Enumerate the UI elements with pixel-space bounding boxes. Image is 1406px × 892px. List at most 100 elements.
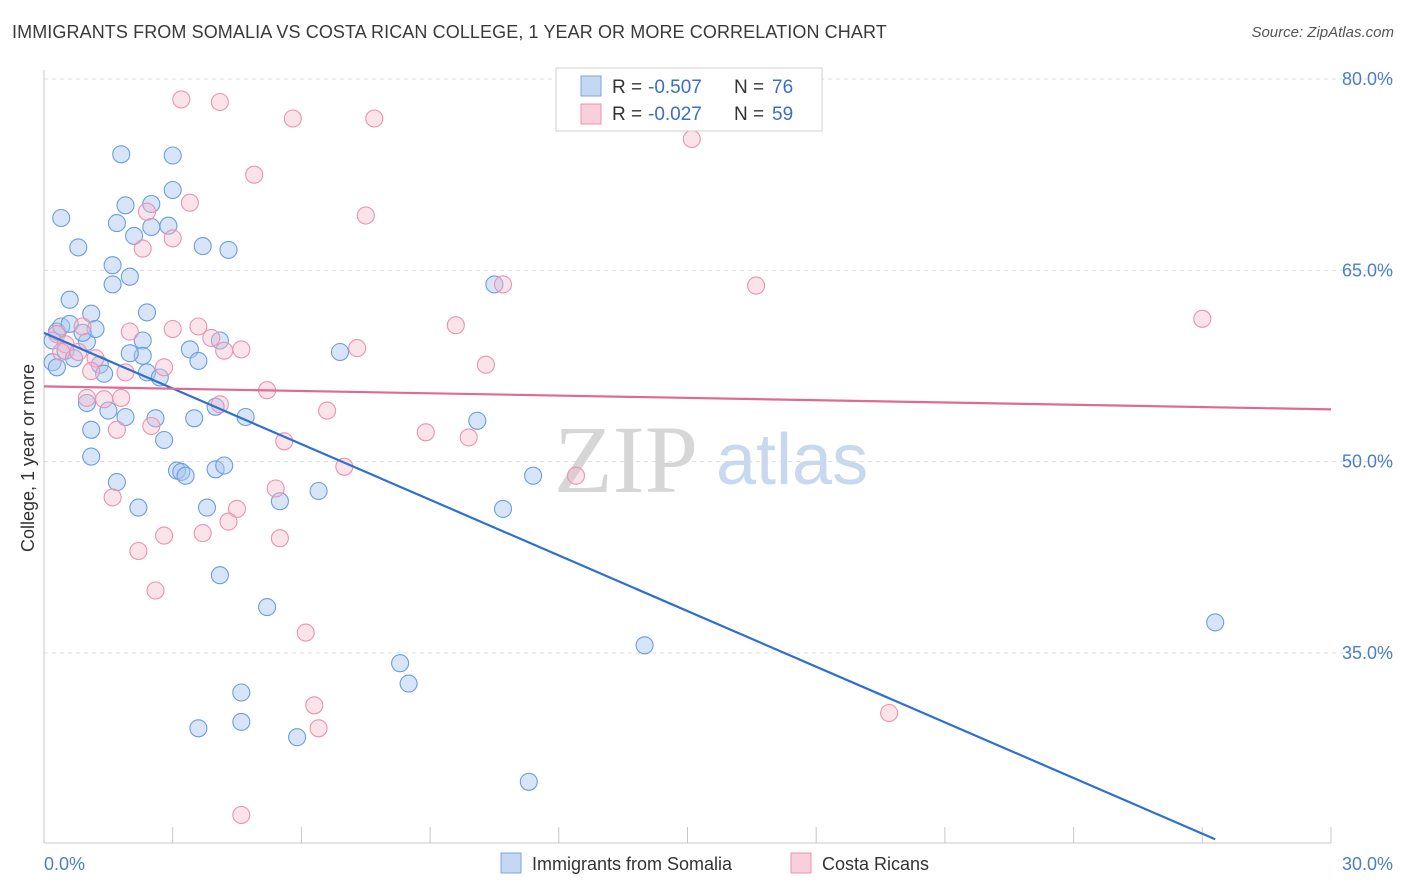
costa-rican-point-43 (566, 466, 586, 485)
somalia-point-26 (163, 146, 182, 165)
somalia-point-58 (524, 466, 543, 485)
costa-rican-point-13 (1193, 309, 1212, 328)
somalia-point-5 (69, 238, 88, 257)
somalia-point-17 (107, 214, 126, 233)
costa-rican-point-47 (155, 526, 174, 545)
legend-n-label-1: N = (734, 104, 764, 125)
costa-rican-point-26 (446, 316, 465, 335)
costa-rican-point-25 (348, 339, 367, 358)
somalia-point-29 (193, 237, 212, 256)
costa-rican-point-39 (275, 432, 294, 451)
somalia-point-30 (219, 240, 238, 259)
somalia-point-23 (133, 331, 152, 350)
y-tick-labels: 35.0% 50.0% 65.0% 80.0% (1342, 69, 1393, 663)
costa-rican-point-35 (210, 395, 229, 414)
somalia-point-70 (1206, 613, 1225, 632)
bottom-legend-label-costa-rican: Costa Ricans (822, 854, 929, 874)
costa-rican-point-15 (73, 317, 92, 336)
costa-rican-trend-line (43, 385, 1332, 411)
somalia-point-57 (493, 499, 513, 518)
grid-lines (44, 78, 1392, 654)
somalia-point-73 (73, 323, 92, 342)
legend-swatch-somalia (580, 75, 602, 97)
watermark: ZIP atlas (554, 406, 868, 513)
somalia-point-47 (185, 409, 204, 428)
bottom-legend-swatch-somalia (500, 852, 522, 874)
y-tick-label-2: 65.0% (1342, 260, 1393, 280)
somalia-point-66 (391, 654, 410, 673)
costa-rican-point-3 (365, 109, 384, 128)
costa-rican-point-27 (476, 355, 495, 374)
costa-rican-point-12 (747, 276, 766, 295)
costa-rican-point-24 (232, 340, 251, 359)
somalia-point-45 (206, 460, 225, 479)
somalia-point-7 (60, 290, 79, 309)
costa-rican-point-10 (682, 129, 701, 149)
chart-title: IMMIGRANTS FROM SOMALIA VS COSTA RICAN C… (12, 22, 887, 42)
somalia-point-38 (82, 447, 101, 466)
somalia-point-27 (163, 180, 182, 200)
costa-rican-point-36 (318, 401, 337, 420)
somalia-point-69 (635, 636, 654, 655)
costa-rican-point-2 (283, 109, 302, 128)
costa-rican-point-34 (112, 388, 131, 407)
costa-rican-point-20 (163, 319, 182, 339)
costa-rican-point-44 (266, 479, 285, 498)
somalia-point-39 (116, 407, 135, 427)
costa-rican-point-30 (155, 358, 174, 377)
somalia-point-36 (77, 393, 96, 413)
costa-rican-point-4 (245, 165, 264, 184)
somalia-point-56 (468, 411, 487, 430)
somalia-point-21 (142, 217, 161, 237)
bottom-legend: Immigrants from Somalia Costa Ricans (500, 852, 929, 874)
watermark-atlas: atlas (716, 420, 868, 500)
costa-rican-point-32 (77, 388, 96, 407)
costa-rican-point-1 (210, 92, 229, 112)
somalia-point-60 (210, 566, 229, 585)
somalia-point-75 (47, 358, 66, 377)
costa-rican-point-46 (227, 499, 247, 518)
somalia-point-63 (232, 712, 251, 731)
somalia-point-61 (258, 598, 277, 617)
legend-r-label-1: R = (612, 104, 642, 125)
series-costa-rican-points (47, 90, 1212, 825)
somalia-point-32 (189, 351, 208, 370)
costa-rican-point-56 (880, 703, 899, 723)
somalia-point-52 (197, 498, 217, 517)
x-tick-labels: 0.0% 30.0% (44, 854, 1393, 874)
costa-rican-point-21 (189, 317, 208, 336)
costa-rican-point-37 (142, 416, 161, 436)
legend-n-value-1: 59 (772, 104, 793, 125)
costa-rican-point-11 (493, 275, 513, 294)
somalia-point-22 (137, 303, 157, 322)
somalia-point-68 (519, 772, 538, 791)
somalia-point-65 (288, 728, 307, 747)
somalia-trend-line (43, 331, 1216, 841)
legend: R = -0.507 N = 76 R = -0.027 N = 59 (555, 67, 823, 132)
costa-rican-point-28 (82, 362, 101, 381)
somalia-point-35 (99, 401, 118, 420)
costa-rican-point-14 (120, 322, 139, 341)
somalia-point-51 (129, 498, 148, 517)
y-tick-label-1: 50.0% (1342, 452, 1393, 472)
costa-rican-point-0 (172, 90, 191, 109)
somalia-point-46 (215, 456, 234, 475)
somalia-point-14 (103, 256, 122, 275)
axes (43, 70, 1332, 844)
costa-rican-point-58 (52, 342, 71, 362)
costa-rican-point-7 (133, 239, 152, 258)
somalia-point-54 (309, 481, 328, 501)
somalia-point-15 (112, 145, 131, 164)
y-tick-label-0: 35.0% (1342, 643, 1393, 663)
costa-rican-point-6 (137, 202, 157, 221)
costa-rican-point-33 (95, 390, 114, 409)
costa-rican-point-51 (129, 541, 148, 561)
costa-rican-point-50 (270, 529, 289, 548)
somalia-point-50 (107, 473, 126, 492)
costa-rican-point-5 (180, 193, 199, 212)
somalia-point-44 (176, 466, 195, 485)
x-tick-label-0: 0.0% (44, 854, 85, 874)
costa-rican-point-49 (219, 512, 238, 531)
costa-rican-point-54 (305, 696, 324, 715)
